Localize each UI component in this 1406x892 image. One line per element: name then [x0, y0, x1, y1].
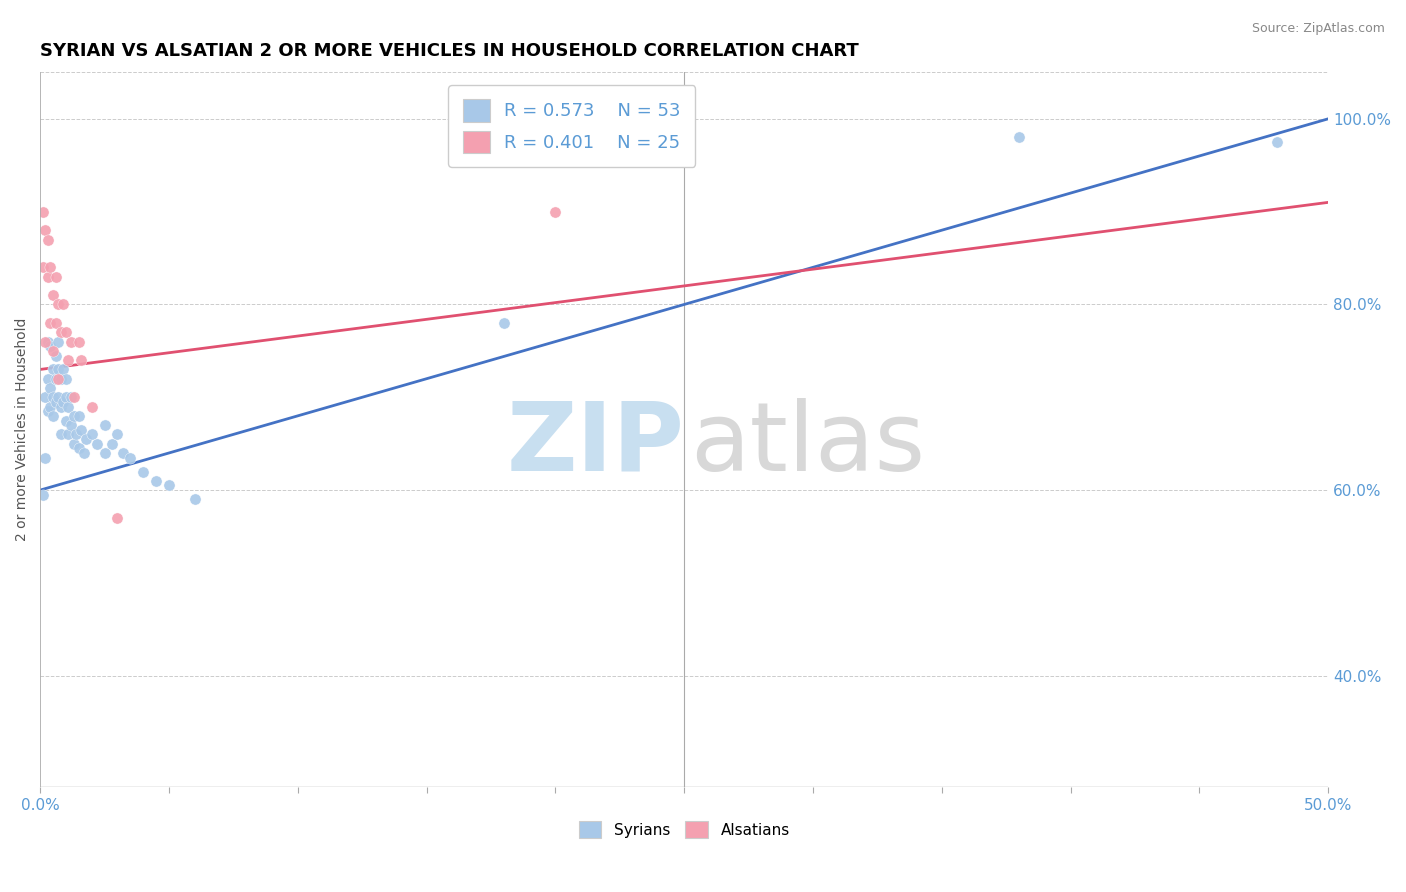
- Legend: Syrians, Alsatians: Syrians, Alsatians: [572, 815, 796, 844]
- Point: [1265, 135, 1288, 149]
- Point: [1008, 130, 1031, 145]
- Point: [37, 269, 59, 284]
- Point: [46, 297, 69, 311]
- Point: [70, 353, 93, 368]
- Point: [52, 362, 75, 376]
- Point: [67, 334, 90, 349]
- Point: [46, 334, 69, 349]
- Text: SYRIAN VS ALSATIAN 2 OR MORE VEHICLES IN HOUSEHOLD CORRELATION CHART: SYRIAN VS ALSATIAN 2 OR MORE VEHICLES IN…: [41, 42, 859, 60]
- Point: [52, 297, 75, 311]
- Point: [58, 400, 80, 414]
- Point: [31, 260, 53, 275]
- Point: [73, 446, 96, 460]
- Point: [80, 427, 103, 442]
- Point: [55, 413, 77, 427]
- Point: [120, 450, 142, 465]
- Y-axis label: 2 or more Vehicles in Household: 2 or more Vehicles in Household: [15, 318, 30, 541]
- Point: [132, 465, 155, 479]
- Point: [70, 423, 93, 437]
- Point: [62, 436, 84, 450]
- Point: [42, 390, 65, 404]
- Point: [42, 288, 65, 302]
- Point: [49, 326, 72, 340]
- Point: [49, 372, 72, 386]
- Point: [46, 362, 69, 376]
- Point: [60, 334, 83, 349]
- Point: [45, 349, 67, 363]
- Point: [105, 427, 128, 442]
- Point: [49, 400, 72, 414]
- Point: [101, 436, 124, 450]
- Point: [37, 334, 59, 349]
- Point: [46, 390, 69, 404]
- Point: [31, 204, 53, 219]
- Point: [111, 446, 134, 460]
- Point: [76, 432, 98, 446]
- Point: [93, 418, 115, 433]
- Point: [39, 339, 62, 353]
- Point: [52, 395, 75, 409]
- Point: [34, 390, 56, 404]
- Point: [34, 223, 56, 237]
- Point: [492, 316, 515, 330]
- Point: [45, 316, 67, 330]
- Point: [544, 204, 567, 219]
- Point: [62, 390, 84, 404]
- Text: ZIP: ZIP: [506, 398, 685, 491]
- Point: [55, 326, 77, 340]
- Point: [34, 334, 56, 349]
- Point: [39, 400, 62, 414]
- Point: [60, 418, 83, 433]
- Point: [34, 450, 56, 465]
- Point: [60, 390, 83, 404]
- Point: [45, 269, 67, 284]
- Point: [65, 427, 87, 442]
- Point: [39, 260, 62, 275]
- Point: [55, 372, 77, 386]
- Point: [80, 400, 103, 414]
- Point: [67, 409, 90, 423]
- Point: [157, 478, 180, 492]
- Point: [55, 390, 77, 404]
- Point: [31, 488, 53, 502]
- Point: [37, 233, 59, 247]
- Point: [46, 372, 69, 386]
- Point: [67, 442, 90, 456]
- Point: [105, 511, 128, 525]
- Point: [37, 404, 59, 418]
- Point: [42, 409, 65, 423]
- Point: [183, 492, 205, 507]
- Point: [42, 362, 65, 376]
- Point: [62, 409, 84, 423]
- Point: [45, 372, 67, 386]
- Point: [39, 316, 62, 330]
- Point: [58, 427, 80, 442]
- Point: [93, 446, 115, 460]
- Point: [37, 372, 59, 386]
- Point: [45, 395, 67, 409]
- Point: [86, 436, 108, 450]
- Point: [42, 343, 65, 358]
- Text: Source: ZipAtlas.com: Source: ZipAtlas.com: [1251, 22, 1385, 36]
- Text: atlas: atlas: [690, 398, 925, 491]
- Point: [58, 353, 80, 368]
- Point: [49, 427, 72, 442]
- Point: [145, 474, 167, 488]
- Point: [39, 381, 62, 395]
